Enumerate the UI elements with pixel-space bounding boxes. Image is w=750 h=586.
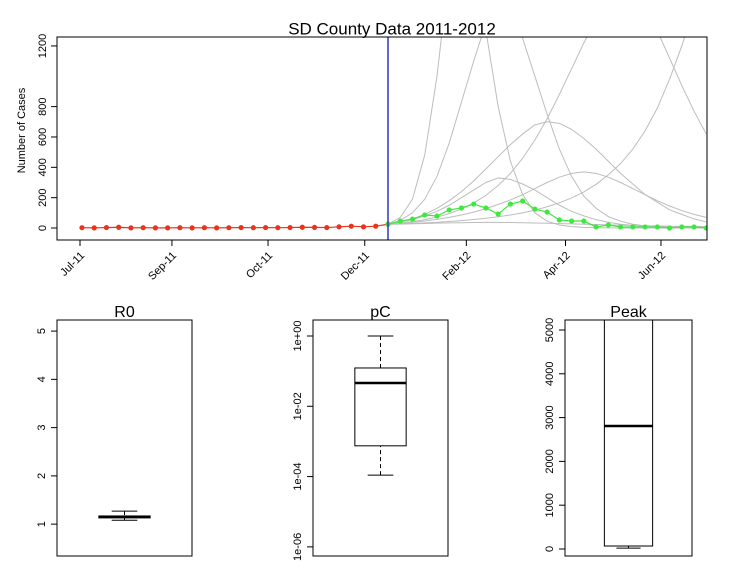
data-point (91, 225, 97, 231)
data-point (654, 224, 660, 230)
y-tick-label: 1e-06 (292, 533, 304, 561)
data-point (507, 201, 514, 207)
data-point (569, 218, 575, 224)
data-point (630, 224, 636, 230)
x-tick-label: Apr-12 (541, 250, 573, 282)
data-point (275, 225, 281, 231)
data-point (336, 224, 342, 230)
data-point (238, 224, 244, 231)
data-point (214, 225, 220, 231)
x-tick-label: Oct-11 (244, 250, 275, 281)
data-point (544, 209, 550, 215)
data-point (581, 218, 587, 224)
y-tick-label: 3 (36, 425, 48, 431)
data-point (605, 222, 611, 228)
y-tick-label: 400 (37, 158, 49, 176)
data-point (495, 211, 501, 217)
data-point (520, 198, 526, 204)
data-point (140, 225, 146, 231)
simulation-line (387, 121, 707, 225)
y-axis-label: Number of Cases (16, 87, 28, 173)
simulation-line (387, 37, 707, 229)
data-point (128, 225, 134, 231)
y-tick-label: 1e+00 (292, 321, 304, 352)
data-point (324, 224, 330, 231)
data-point (532, 206, 538, 212)
y-tick-label: 1000 (544, 493, 556, 517)
data-point (189, 225, 195, 231)
data-point (691, 224, 697, 230)
y-tick-label: 1e-02 (292, 392, 304, 420)
y-tick-label: 600 (37, 128, 49, 146)
plot-area (354, 335, 407, 476)
data-point (593, 224, 599, 230)
data-point (703, 225, 707, 231)
plot-area (98, 510, 151, 521)
y-tick-label: 800 (37, 97, 49, 115)
data-point (177, 225, 183, 231)
y-tick-label: 3000 (544, 405, 556, 429)
simulation-line (387, 37, 707, 225)
plot-area (79, 37, 707, 231)
data-point (311, 224, 318, 231)
data-point (397, 218, 403, 224)
data-point (348, 223, 354, 229)
y-tick-label: 2 (36, 473, 48, 479)
x-tick-label: Feb-12 (440, 250, 473, 283)
data-point (458, 205, 465, 211)
data-point (409, 216, 416, 222)
x-tick-label: Jun-12 (636, 250, 668, 282)
series-line (81, 223, 389, 229)
data-point (422, 212, 428, 218)
data-point (287, 224, 293, 231)
x-tick-label: Dec-11 (339, 250, 372, 283)
data-point (165, 225, 171, 231)
chart-title: SD County Data 2011-2012 (288, 19, 496, 38)
y-tick-label: 0 (37, 225, 49, 231)
data-point (556, 217, 562, 223)
data-point (446, 207, 452, 213)
y-tick-label: 4 (36, 376, 48, 382)
plot-area (603, 320, 654, 549)
x-tick-label: Sep-11 (146, 250, 179, 283)
panel-title: Peak (610, 304, 647, 321)
panel-title: pC (370, 304, 390, 321)
data-point (250, 225, 256, 231)
plot-frame (56, 36, 708, 241)
simulation-line (387, 171, 707, 225)
data-point (262, 224, 269, 231)
data-point (642, 224, 648, 230)
data-point (79, 225, 85, 231)
y-tick-label: 5 (36, 328, 48, 334)
panel-title: R0 (114, 304, 135, 321)
data-point (666, 225, 673, 231)
data-point (360, 224, 367, 230)
y-tick-label: 1200 (37, 34, 49, 58)
data-point (679, 224, 685, 230)
y-tick-label: 0 (544, 546, 556, 552)
data-point (226, 225, 232, 231)
data-point (483, 205, 489, 211)
y-tick-label: 2000 (544, 449, 556, 473)
box (354, 367, 407, 447)
y-tick-label: 200 (37, 188, 49, 206)
data-point (201, 225, 207, 231)
data-point (299, 224, 305, 230)
x-tick-label: Jul-11 (58, 250, 87, 279)
data-point (103, 224, 110, 231)
y-tick-label: 1e-04 (292, 463, 304, 491)
data-point (116, 224, 122, 230)
data-point (373, 223, 379, 229)
data-point (434, 213, 440, 219)
simulation-line (387, 37, 686, 225)
data-point (617, 224, 624, 230)
y-tick-label: 1 (36, 521, 48, 527)
data-point (152, 225, 159, 231)
y-tick-label: 4000 (544, 362, 556, 386)
data-point (471, 201, 477, 207)
y-tick-label: 5000 (544, 318, 556, 342)
simulation-line (387, 221, 707, 228)
